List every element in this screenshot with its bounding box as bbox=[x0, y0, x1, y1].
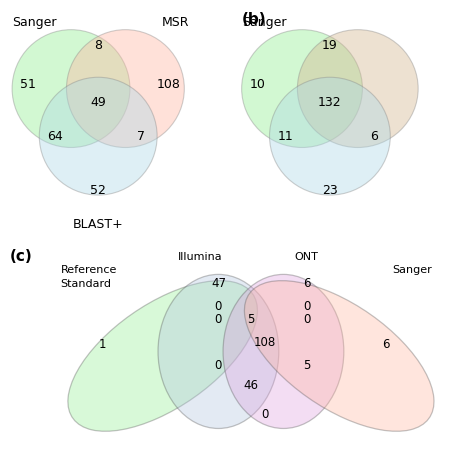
Text: 8: 8 bbox=[94, 39, 102, 52]
Ellipse shape bbox=[223, 274, 344, 428]
Text: 10: 10 bbox=[250, 78, 266, 91]
Text: 0: 0 bbox=[303, 313, 310, 326]
Text: 52: 52 bbox=[90, 184, 106, 197]
Ellipse shape bbox=[158, 274, 279, 428]
Text: 6: 6 bbox=[370, 130, 378, 143]
Text: MSR: MSR bbox=[161, 16, 189, 29]
Text: Sanger: Sanger bbox=[12, 16, 56, 29]
Text: 108: 108 bbox=[254, 336, 276, 349]
Text: Standard: Standard bbox=[61, 279, 111, 289]
Text: 132: 132 bbox=[318, 96, 342, 109]
Text: 0: 0 bbox=[215, 300, 222, 313]
Text: 5: 5 bbox=[247, 313, 255, 326]
Text: Sanger: Sanger bbox=[392, 265, 432, 275]
Text: 51: 51 bbox=[20, 78, 36, 91]
Text: 6: 6 bbox=[382, 338, 390, 351]
Text: 64: 64 bbox=[47, 130, 63, 143]
Text: 6: 6 bbox=[303, 277, 310, 290]
Circle shape bbox=[39, 77, 157, 195]
Text: 46: 46 bbox=[244, 379, 258, 392]
Text: 0: 0 bbox=[215, 313, 222, 326]
Ellipse shape bbox=[68, 281, 257, 431]
Text: Illumina: Illumina bbox=[178, 252, 222, 262]
Text: 7: 7 bbox=[137, 130, 145, 143]
Text: (b): (b) bbox=[242, 11, 266, 27]
Text: 49: 49 bbox=[91, 96, 106, 109]
Text: 1: 1 bbox=[99, 338, 106, 351]
Text: Reference: Reference bbox=[61, 265, 117, 275]
Text: 0: 0 bbox=[261, 409, 269, 421]
Text: 11: 11 bbox=[278, 130, 294, 143]
Circle shape bbox=[66, 30, 184, 147]
Circle shape bbox=[12, 30, 130, 147]
Text: 47: 47 bbox=[211, 277, 226, 290]
Text: 5: 5 bbox=[303, 358, 310, 372]
Text: Sanger: Sanger bbox=[242, 16, 286, 29]
Text: BLAST+: BLAST+ bbox=[73, 218, 124, 231]
Text: ONT: ONT bbox=[295, 252, 319, 262]
Ellipse shape bbox=[245, 281, 434, 431]
Text: 23: 23 bbox=[322, 184, 338, 197]
Circle shape bbox=[297, 30, 418, 147]
Text: 0: 0 bbox=[215, 358, 222, 372]
Circle shape bbox=[270, 77, 390, 195]
Text: (c): (c) bbox=[9, 249, 32, 264]
Text: 0: 0 bbox=[303, 300, 310, 313]
Circle shape bbox=[242, 30, 363, 147]
Text: 19: 19 bbox=[322, 39, 338, 52]
Text: 108: 108 bbox=[156, 78, 181, 91]
